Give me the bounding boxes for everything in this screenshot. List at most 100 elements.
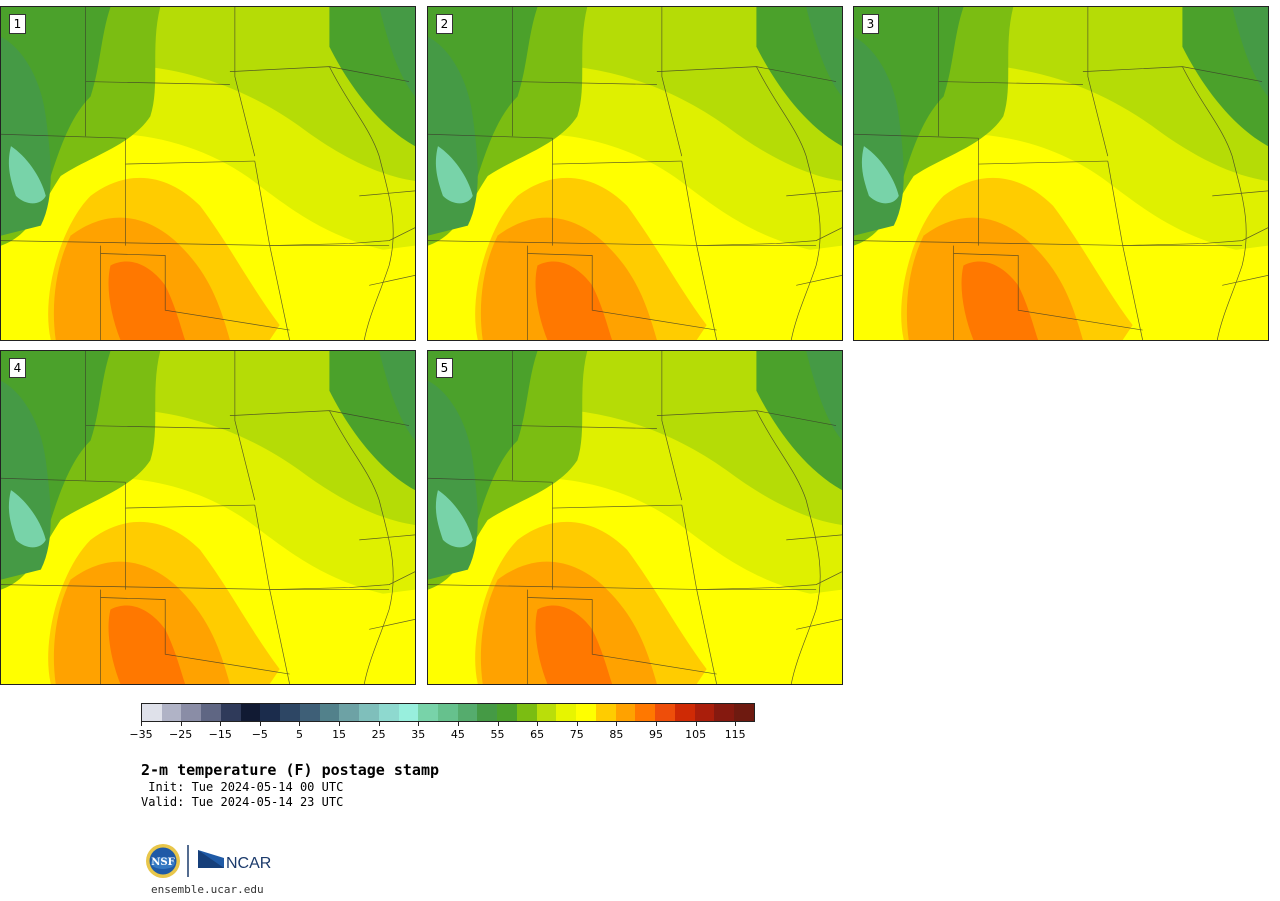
state-border [269,227,415,246]
temperature-shading [428,7,842,340]
state-border [756,410,821,684]
temperature-contour [1182,245,1268,340]
state-border [696,571,842,590]
state-borders [1,351,415,684]
colorbar-segment [240,704,261,721]
temperature-shading [854,7,1268,340]
temperature-contour [806,351,842,441]
colorbar-segment [201,704,221,721]
nsf-logo-text: NSF [151,857,174,868]
colorbar-segment [359,704,379,721]
temperature-contour [435,490,473,548]
colorbar-segment [615,704,636,721]
temperature-contour [861,146,899,204]
temperature-contour [435,146,473,204]
state-border [1,133,126,139]
state-border [1122,227,1268,246]
nsf-logo-icon: NSF [146,844,180,878]
ensemble-member-map-1: 1 [0,6,416,341]
temperature-contour [379,351,415,441]
state-border [428,240,707,246]
temperature-field [428,351,842,684]
colorbar-segment [457,704,478,721]
colorbar-tick-label: 5 [295,728,303,741]
colorbar-tick-label: 115 [724,728,746,741]
site-url: ensemble.ucar.edu [151,883,264,896]
colorbar-segment [260,704,281,721]
colorbar-segment [694,704,715,721]
state-border [796,619,842,630]
state-border [269,571,415,590]
temperature-contour [329,245,415,340]
colorbar-segment [339,704,360,721]
colorbar-ticks: −35 −25 −15 −5 5 15 25 35 45 55 65 75 85 95 105 115 [129,722,755,741]
colorbar-segment [497,704,517,721]
colorbar-segment [161,704,182,721]
colorbar-tick [220,722,222,726]
temperature-field [1,7,415,340]
colorbar-tick [259,722,261,726]
state-border [125,160,255,165]
temperature-contour [961,261,1039,340]
state-border [796,275,842,286]
member-label: 2 [436,14,453,34]
state-border [1107,161,1143,340]
state-border [359,534,415,541]
state-border [656,410,837,426]
colorbar-segment [655,704,675,721]
state-border [229,410,410,426]
colorbar-tick-label: 95 [648,728,663,741]
temperature-contour [108,605,186,684]
ensemble-member-map-2: 2 [427,6,843,341]
state-border [100,253,290,331]
colorbar-segment [595,704,616,721]
state-border [786,534,842,541]
state-border [85,81,230,85]
nsf-ncar-logos: NSF NCAR [146,844,271,878]
state-border [512,425,657,429]
colorbar-tick-label: −35 [129,728,153,741]
state-border [527,597,717,675]
colorbar-tick [378,722,380,726]
state-border [369,275,415,286]
state-border [661,351,683,501]
colorbar-tick [537,722,539,726]
temperature-field [854,7,1268,340]
colorbar-tick-label: −15 [208,728,232,741]
state-border [359,190,415,197]
state-border [552,160,682,165]
state-border [854,133,979,139]
colorbar-tick [576,722,578,726]
temperature-contour [756,589,842,684]
ensemble-member-map-3: 3 [853,6,1269,341]
state-border [1182,66,1247,340]
ensemble-member-map-4: 4 [0,350,416,685]
colorbar-segment [576,704,596,721]
state-border [369,619,415,630]
temperature-contour [535,261,613,340]
colorbar-tick-label: 75 [569,728,584,741]
colorbar-segment [635,704,656,721]
state-border [428,584,707,590]
state-border [696,227,842,246]
colorbar-segment [181,704,202,721]
state-borders [428,351,842,684]
state-border [527,253,717,331]
temperature-contour [8,146,46,204]
state-border [681,161,717,340]
state-border [1,477,126,483]
ensemble-member-map-5: 5 [427,350,843,685]
member-label: 5 [436,358,453,378]
colorbar-tick-label: −5 [251,728,268,741]
state-border [1,240,280,246]
colorbar-segment [516,704,537,721]
state-border [756,66,821,340]
init-time: Init: Tue 2024-05-14 00 UTC [141,780,344,794]
state-border [786,190,842,197]
temperature-contour [8,490,46,548]
state-border [512,81,657,85]
colorbar-tick [616,722,618,726]
colorbar-tick [418,722,420,726]
colorbar-tick-label: 105 [685,728,707,741]
colorbar-tick [655,722,657,726]
